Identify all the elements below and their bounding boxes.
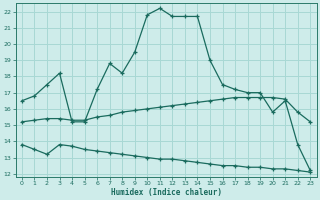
- X-axis label: Humidex (Indice chaleur): Humidex (Indice chaleur): [111, 188, 221, 197]
